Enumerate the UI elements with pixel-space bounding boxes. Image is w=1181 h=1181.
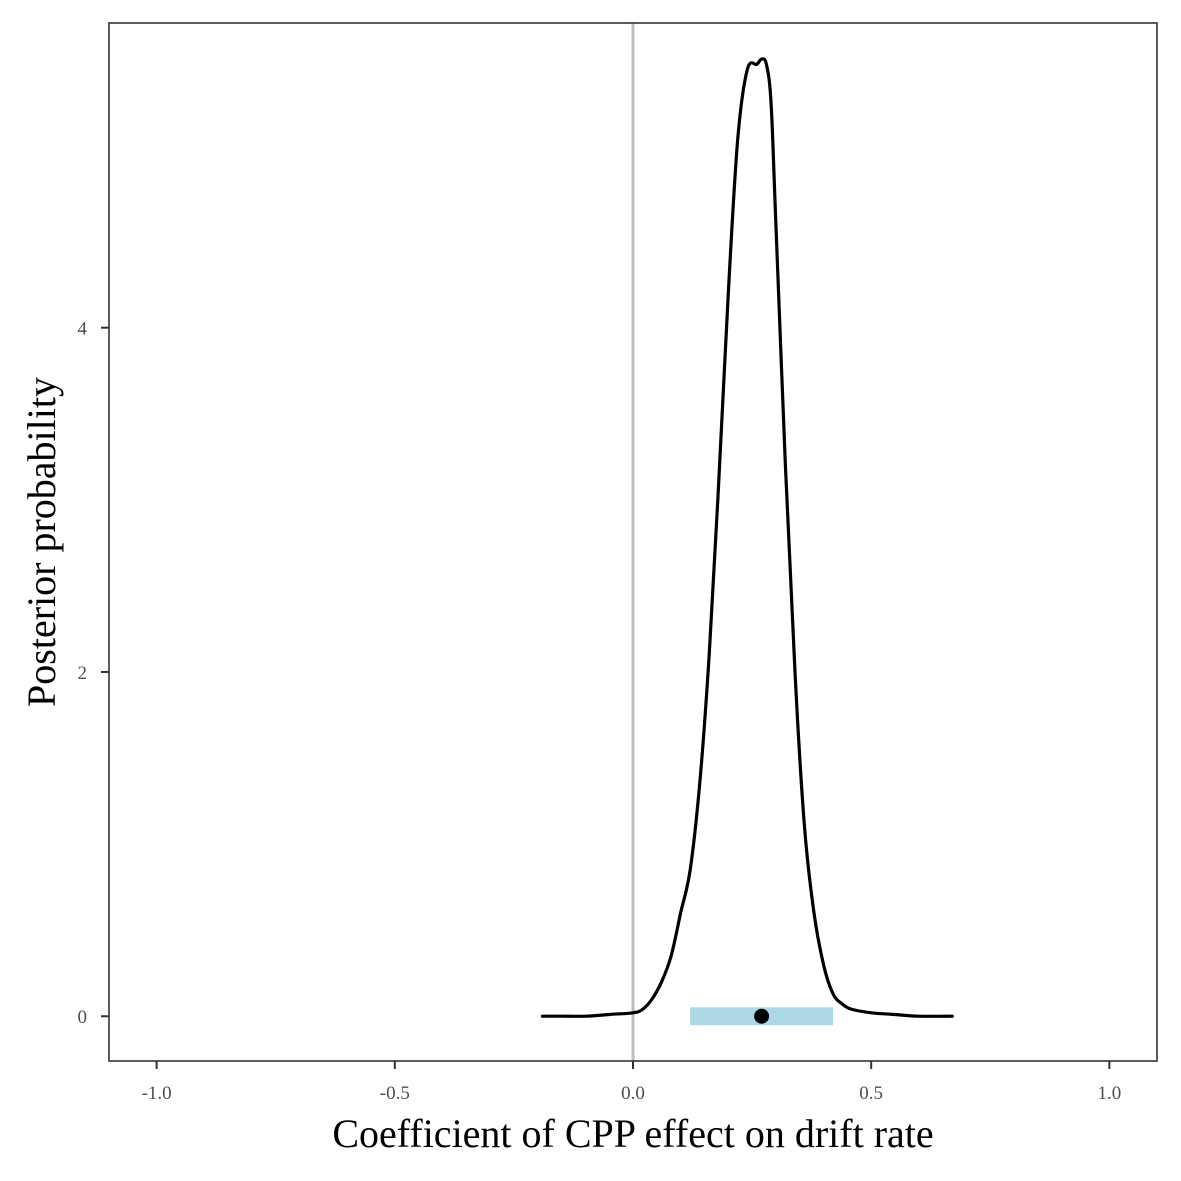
y-tick-label: 2 (78, 663, 88, 684)
plot-area (540, 23, 954, 1061)
x-tick-label: 0.0 (621, 1083, 645, 1104)
y-axis-title: Posterior probability (19, 377, 64, 707)
x-tick-label: 1.0 (1097, 1083, 1121, 1104)
y-axis: 0 2 4 (78, 319, 109, 1028)
density-curve (540, 57, 954, 1018)
x-tick-label: -0.5 (380, 1083, 410, 1104)
y-tick-label: 4 (78, 319, 88, 340)
point-estimate-marker (754, 1008, 770, 1024)
x-axis-title: Coefficient of CPP effect on drift rate (332, 1111, 933, 1156)
y-tick-label: 0 (78, 1007, 88, 1028)
x-tick-label: 0.5 (859, 1083, 883, 1104)
x-axis: -1.0 -0.5 0.0 0.5 1.0 (142, 1061, 1121, 1104)
x-tick-label: -1.0 (142, 1083, 172, 1104)
